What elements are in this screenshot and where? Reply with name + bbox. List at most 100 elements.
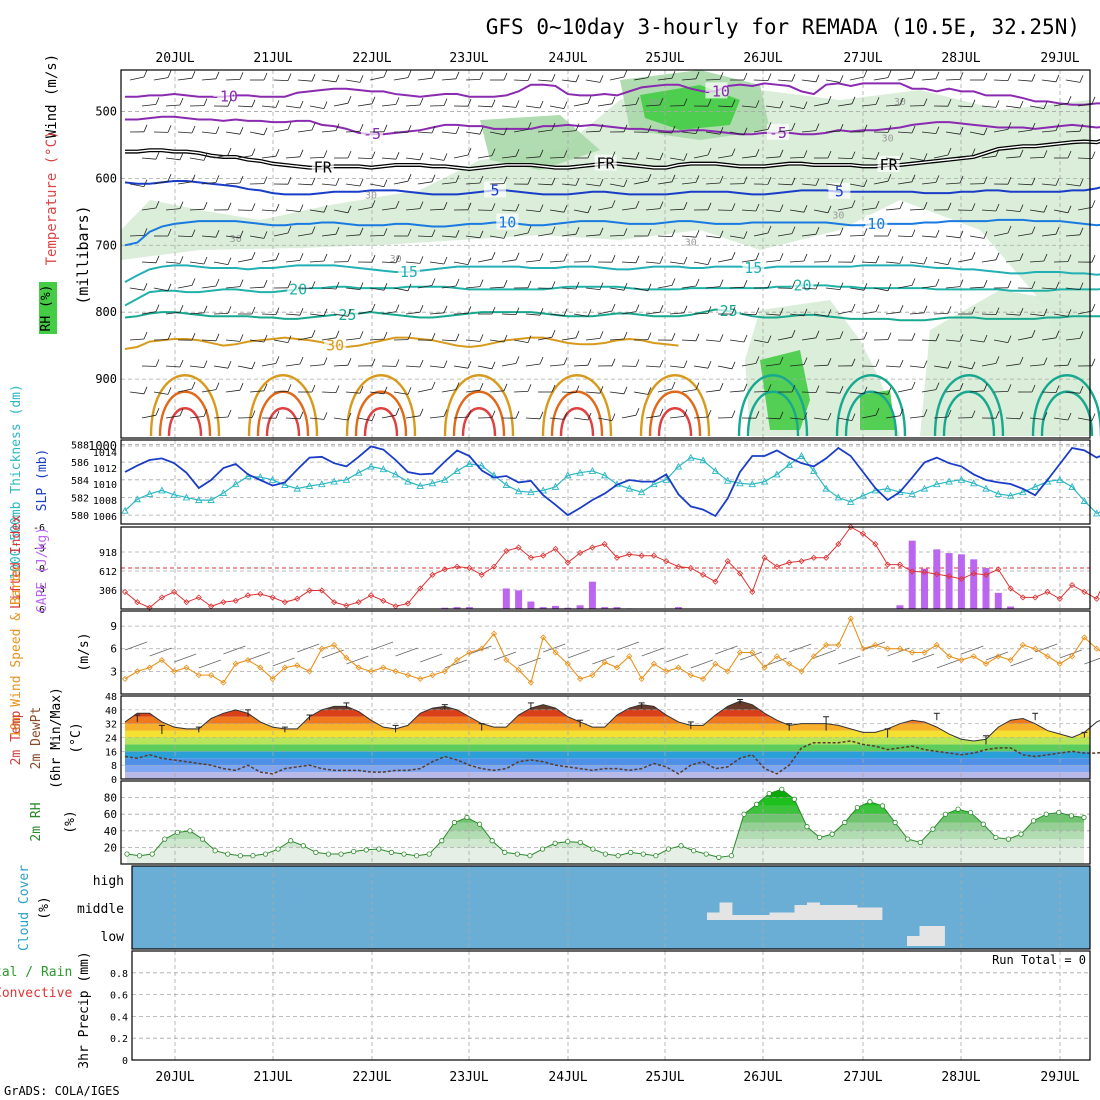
surface-contour: [835, 374, 907, 437]
wind-barb: [765, 363, 781, 367]
wind-barb: [551, 226, 556, 234]
wind-barb: [573, 313, 589, 317]
wind-barb: [921, 339, 937, 342]
rh-marker: [476, 821, 483, 827]
wind-barb: [419, 152, 424, 160]
wind-barb: [155, 200, 160, 209]
wind-barb: [539, 411, 544, 419]
wind-speed-marker: [650, 660, 657, 667]
wind-barb: [887, 70, 892, 78]
cape-bar: [527, 601, 535, 609]
wind-barb: [909, 208, 925, 211]
wind-barb: [489, 235, 505, 239]
wind-barb: [719, 175, 724, 184]
surface-contour: [933, 374, 1005, 437]
wind-barb: [693, 365, 709, 369]
wind-speed-marker: [220, 679, 227, 686]
isotherm-5: [124, 180, 1100, 196]
wind-barb: [659, 152, 664, 160]
day-label-bottom: 22JUL: [352, 1070, 391, 1085]
surface-contour: [648, 390, 702, 437]
thickness-marker: [354, 468, 363, 476]
cloud-row-label: middle: [77, 902, 124, 917]
wind-barb: [347, 205, 352, 213]
wind-barb: [467, 361, 472, 369]
wind-barb: [659, 97, 664, 106]
cape-bar: [982, 568, 990, 609]
wind-barb: [335, 385, 340, 393]
lifted-index-marker: [1007, 585, 1014, 592]
wind-barb: [743, 231, 748, 239]
wind-barb: [851, 200, 856, 208]
wind-barb: [755, 307, 760, 315]
wind-barb: [575, 123, 580, 131]
wind-barb: [1043, 205, 1048, 213]
wind-speed-marker: [577, 675, 584, 682]
isotherm-label-bg: [766, 123, 789, 140]
wind-barb: [923, 98, 928, 106]
axis-title-wind: Wind (m/s): [44, 54, 60, 138]
wind-barb: [909, 416, 925, 419]
lifted-index-marker: [183, 599, 190, 606]
wind-barb: [441, 131, 457, 134]
wind-barb: [983, 127, 988, 135]
wind-barb: [611, 358, 616, 366]
wind-barb: [405, 261, 421, 264]
rh-marker: [779, 786, 785, 792]
precip-tick: 0: [122, 1056, 128, 1067]
wind-barb: [609, 183, 625, 187]
wind-barb: [861, 207, 877, 211]
wind-speed-marker: [417, 675, 424, 682]
wind-barb: [539, 356, 544, 365]
thickness-marker: [453, 467, 461, 474]
wind-barb: [1019, 253, 1024, 261]
wind-barb: [491, 203, 496, 211]
wind-barb: [611, 303, 616, 312]
wind-barb: [897, 131, 913, 134]
cape-bar: [453, 607, 461, 609]
wind-barb: [849, 183, 865, 187]
wind-barb: [1065, 183, 1081, 187]
rh-marker: [905, 836, 911, 842]
day-label-top: 22JUL: [352, 51, 391, 66]
lifted-index-marker: [835, 541, 842, 548]
wind-barb: [683, 409, 688, 417]
wind-barb: [1029, 105, 1045, 109]
lifted-index-marker: [675, 563, 682, 570]
wind-barb: [803, 253, 808, 262]
wind-barb: [309, 417, 325, 420]
wind-barb: [851, 358, 856, 366]
wind-barb: [789, 157, 805, 159]
wind-barb: [839, 124, 844, 132]
rh-marker: [502, 849, 508, 855]
temp-tick: 32: [105, 720, 117, 731]
wind-barb: [503, 334, 508, 343]
axis-title-lifted-index: Lifted Index: [9, 515, 24, 609]
wind-barb: [287, 384, 292, 392]
thickness-marker: [1056, 475, 1064, 483]
cloud-middle-bar: [819, 905, 833, 920]
lifted-index-marker: [232, 597, 239, 604]
wind-barb: [225, 286, 241, 289]
wind-barb: [969, 286, 985, 289]
wind-barb: [815, 74, 820, 82]
lifted-index-marker: [933, 571, 940, 578]
rh-contour-label: 30: [894, 97, 906, 108]
wind-barb: [575, 74, 580, 82]
isotherm-FR-inner: [125, 140, 1100, 170]
cape-bar: [908, 540, 916, 609]
wind-barb: [983, 176, 988, 184]
rh-marker: [804, 824, 810, 830]
wind-barb: [875, 97, 880, 105]
wind-barb: [827, 205, 832, 213]
surface-wind-barb: [567, 649, 590, 659]
wind-barb: [561, 130, 577, 133]
surface-wind-barb: [149, 647, 172, 657]
wind-barb: [1065, 234, 1081, 237]
wind-barb: [827, 309, 832, 317]
wind-barb: [431, 174, 436, 182]
wind-barb: [645, 415, 661, 419]
thickness-marker: [1006, 491, 1015, 499]
wind-barb: [935, 278, 940, 287]
thickness-marker: [994, 489, 1003, 497]
